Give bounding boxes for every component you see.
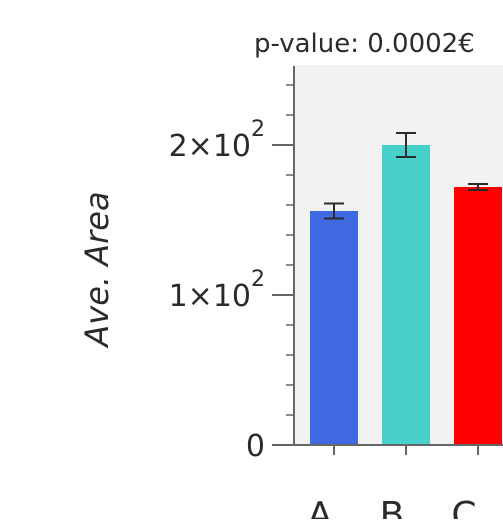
y-tick-label: 2×102 — [169, 117, 265, 164]
error-bar-A — [324, 202, 344, 220]
error-bar-B — [396, 132, 416, 158]
bar-C — [454, 187, 502, 445]
error-bar-C — [468, 183, 488, 191]
x-tick-label-B: B — [380, 495, 405, 519]
x-tick-label-A: A — [308, 495, 333, 519]
p-value-label: p-value: 0.0002€ — [254, 29, 475, 59]
y-tick-label: 1×102 — [169, 267, 265, 314]
y-tick-label: 0 — [246, 429, 265, 464]
bar-A — [310, 211, 358, 445]
bar-B — [382, 145, 430, 445]
x-tick-label-C: C — [451, 495, 476, 519]
y-axis-label: Ave. Area — [78, 191, 116, 348]
